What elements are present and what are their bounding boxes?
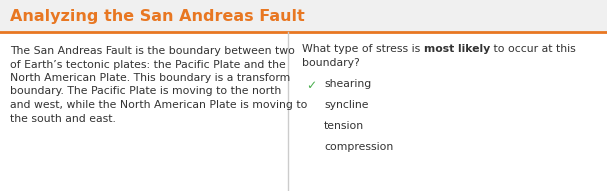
- Text: ✓: ✓: [306, 79, 316, 92]
- Text: most likely: most likely: [424, 44, 490, 54]
- Text: of Earth’s tectonic plates: the Pacific Plate and the: of Earth’s tectonic plates: the Pacific …: [10, 60, 286, 70]
- Text: syncline: syncline: [324, 100, 368, 110]
- Text: What type of stress is: What type of stress is: [302, 44, 424, 54]
- Text: Analyzing the San Andreas Fault: Analyzing the San Andreas Fault: [10, 9, 305, 23]
- Text: shearing: shearing: [324, 79, 371, 89]
- Text: North American Plate. This boundary is a transform: North American Plate. This boundary is a…: [10, 73, 290, 83]
- Text: the south and east.: the south and east.: [10, 113, 116, 124]
- Bar: [0, 0, 607, 32]
- Text: tension: tension: [324, 121, 364, 131]
- Text: compression: compression: [324, 142, 393, 152]
- Text: The San Andreas Fault is the boundary between two: The San Andreas Fault is the boundary be…: [10, 46, 295, 56]
- Text: boundary. The Pacific Plate is moving to the north: boundary. The Pacific Plate is moving to…: [10, 87, 281, 96]
- Text: and west, while the North American Plate is moving to: and west, while the North American Plate…: [10, 100, 307, 110]
- Text: to occur at this: to occur at this: [490, 44, 576, 54]
- Text: boundary?: boundary?: [302, 57, 360, 67]
